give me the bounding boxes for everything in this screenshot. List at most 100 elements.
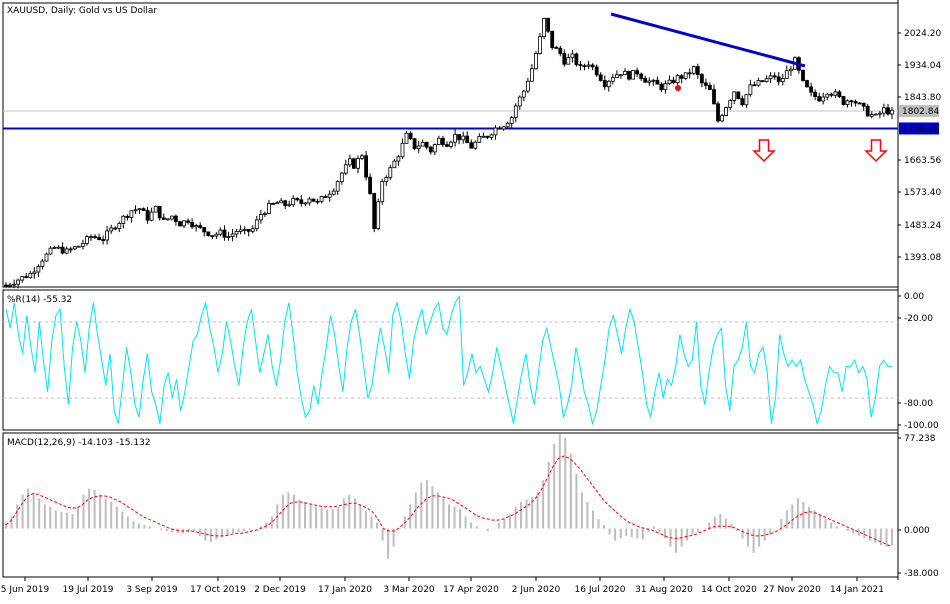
price-candle-body — [137, 208, 142, 211]
price-candle-body — [335, 181, 340, 192]
price-candle-body — [837, 91, 842, 98]
price-candle-body — [578, 64, 583, 67]
price-candle-body — [865, 105, 870, 117]
price-candle-body — [40, 260, 45, 267]
price-candle-body — [776, 76, 781, 83]
price-candle-body — [833, 91, 838, 96]
price-candle-body — [408, 132, 413, 139]
price-candle-body — [93, 236, 97, 239]
price-candle-body — [149, 211, 154, 221]
price-candle-body — [554, 47, 559, 49]
price-candle-body — [165, 218, 170, 221]
price-candle-body — [602, 80, 607, 88]
price-candle-body — [97, 237, 101, 240]
downtrend-line — [610, 12, 806, 68]
price-candle-body — [291, 197, 296, 206]
price-candle-body — [449, 141, 453, 147]
price-candle-body — [780, 78, 785, 83]
price-candle-body — [52, 246, 57, 249]
williams-r-y-tick-label: -80.00 — [904, 399, 933, 409]
price-candle-body — [428, 146, 433, 153]
price-candle-body — [89, 236, 93, 239]
price-candle-body — [48, 247, 53, 255]
price-candle-body — [861, 102, 866, 107]
price-candle-body — [651, 79, 656, 82]
price-candle-body — [271, 202, 275, 205]
x-tick-label: 14 Jan 2021 — [830, 585, 884, 595]
price-candle-body — [538, 36, 542, 54]
price-candle-body — [186, 220, 191, 223]
price-candle-body — [639, 73, 644, 79]
price-candle-body — [202, 227, 207, 233]
price-candle-body — [574, 53, 579, 66]
price-candle-body — [218, 229, 223, 235]
price-candle-body — [869, 114, 874, 117]
price-candle-body — [161, 217, 166, 220]
price-candle-body — [659, 83, 664, 90]
price-candle-body — [461, 135, 466, 141]
last-price-tag — [899, 105, 939, 117]
price-candle-body — [550, 30, 555, 48]
price-candle-body — [582, 65, 587, 68]
price-candle-body — [258, 214, 263, 221]
price-candle-body — [801, 69, 805, 81]
price-candle-body — [396, 156, 401, 162]
x-tick-label: 17 Apr 2020 — [443, 585, 499, 595]
price-candle-body — [513, 105, 518, 118]
price-candle-body — [20, 276, 25, 281]
price-candle-body — [756, 80, 761, 86]
price-candle-body — [339, 172, 344, 183]
price-candle-body — [400, 142, 405, 158]
price-candle-body — [667, 79, 672, 84]
price-candle-body — [364, 155, 369, 178]
price-candle-body — [857, 102, 862, 105]
price-candle-body — [267, 202, 271, 214]
price-candle-body — [404, 132, 409, 144]
price-candle-body — [141, 208, 146, 211]
x-tick-label: 19 Jul 2019 — [63, 585, 114, 595]
price-candle-body — [485, 135, 490, 138]
price-candle-body — [489, 134, 494, 138]
price-candle-body — [121, 215, 126, 224]
x-tick-label: 3 Mar 2020 — [383, 585, 435, 595]
price-candle-body — [182, 220, 186, 227]
x-tick-label: 17 Jan 2020 — [318, 585, 372, 595]
price-candle-body — [890, 109, 894, 115]
price-candle-body — [133, 209, 138, 212]
price-candle-body — [606, 80, 611, 88]
price-candle-body — [347, 158, 352, 166]
price-candle-body — [206, 231, 211, 236]
price-candle-body — [307, 198, 312, 204]
price-candle-body — [477, 135, 482, 143]
price-candle-body — [388, 167, 393, 178]
williams-r-y-tick-label: -20.00 — [904, 314, 933, 324]
price-candle-body — [16, 279, 21, 285]
down-arrow-1 — [752, 139, 776, 163]
price-candle-body — [105, 230, 109, 241]
price-candle-body — [303, 202, 308, 205]
price-candle-body — [647, 80, 652, 83]
price-candle-body — [627, 71, 631, 80]
price-candle-body — [736, 91, 741, 100]
price-candle-body — [643, 78, 648, 83]
price-candle-body — [821, 96, 826, 102]
price-candle-body — [853, 101, 858, 104]
price-candle-body — [262, 212, 267, 215]
price-candle-body — [655, 79, 660, 85]
price-candle-body — [113, 227, 118, 230]
price-candle-body — [635, 70, 639, 75]
price-candle-body — [283, 200, 288, 207]
price-candle-body — [473, 141, 478, 149]
macd-y-tick-label: 0.000 — [904, 526, 930, 536]
price-candle-body — [817, 96, 822, 102]
price-candle-body — [720, 115, 724, 122]
williams-r-y-tick-label: 0.00 — [904, 292, 924, 302]
price-candle-body — [44, 253, 49, 262]
price-candle-body — [732, 91, 737, 101]
price-y-tick-label: 1663.56 — [904, 156, 941, 166]
price-candle-body — [319, 196, 324, 202]
price-candle-body — [708, 85, 712, 91]
price-candle-body — [178, 221, 182, 227]
price-candle-body — [117, 223, 122, 229]
